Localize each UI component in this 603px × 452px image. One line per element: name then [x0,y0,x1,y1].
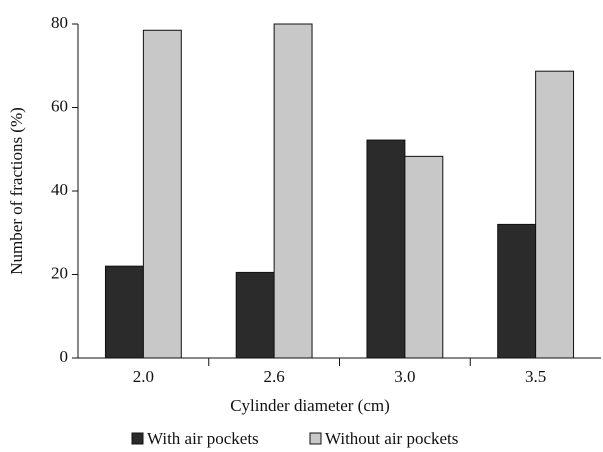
y-axis-label: Number of fractions (%) [7,107,26,275]
x-tick-label: 2.0 [133,367,154,386]
bar [366,139,406,359]
bar [535,70,575,359]
legend-swatch [131,432,144,445]
legend-label: With air pockets [147,429,259,448]
x-axis-label: Cylinder diameter (cm) [230,396,390,415]
legend-label: Without air pockets [325,429,458,448]
y-tick-label: 80 [51,13,68,32]
y-tick-label: 60 [51,96,68,115]
bar [273,23,313,359]
bar [404,155,444,359]
y-tick-label: 20 [51,263,68,282]
bar [104,265,144,359]
bar [142,29,182,359]
x-tick-label: 3.0 [394,367,415,386]
y-tick-label: 0 [60,347,69,366]
legend-swatch [309,432,322,445]
y-tick-label: 40 [51,180,68,199]
bar [235,271,275,359]
bar [497,223,537,359]
x-tick-label: 2.6 [264,367,285,386]
x-tick-label: 3.5 [525,367,546,386]
